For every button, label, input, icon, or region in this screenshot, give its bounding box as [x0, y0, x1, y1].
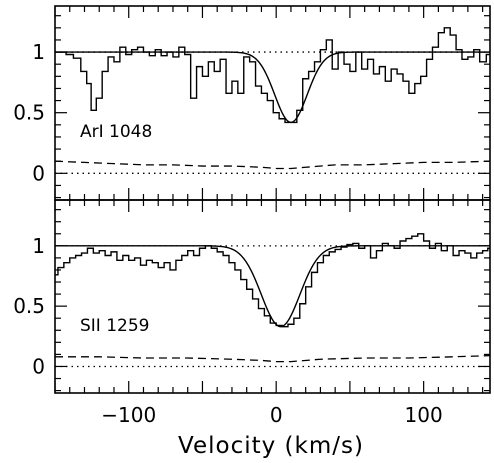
error-array-line	[54, 160, 491, 170]
flux-histogram	[55, 233, 490, 328]
panel-frame	[54, 5, 491, 201]
ion-label: ArI 1048	[80, 122, 152, 142]
x-axis-label: Velocity (km/s)	[178, 433, 364, 459]
y-tick-label: 0.5	[13, 294, 45, 318]
model-fit-curve	[55, 245, 490, 328]
y-tick-label: 0	[32, 354, 45, 378]
x-tick-label: 100	[405, 403, 443, 427]
panel-argon: 0 0.5 1 ArI 1048	[13, 5, 491, 201]
x-tick-label: 0	[270, 403, 283, 427]
panel-sulfur: 0 0.5 1 SII 1259	[13, 199, 491, 394]
error-array-line	[55, 354, 491, 363]
y-tick-label: 1	[32, 234, 45, 258]
y-tick-label: 1	[32, 40, 45, 64]
y-tick-label: 0.5	[13, 101, 45, 125]
flux-histogram	[55, 27, 490, 124]
ion-label: SII 1259	[80, 316, 150, 336]
y-tick-label: 0	[32, 161, 45, 185]
model-fit-curve	[55, 51, 490, 124]
x-axis: −100 0 100	[101, 403, 442, 427]
x-tick-label: −100	[101, 403, 156, 427]
panel-frame	[54, 199, 491, 394]
